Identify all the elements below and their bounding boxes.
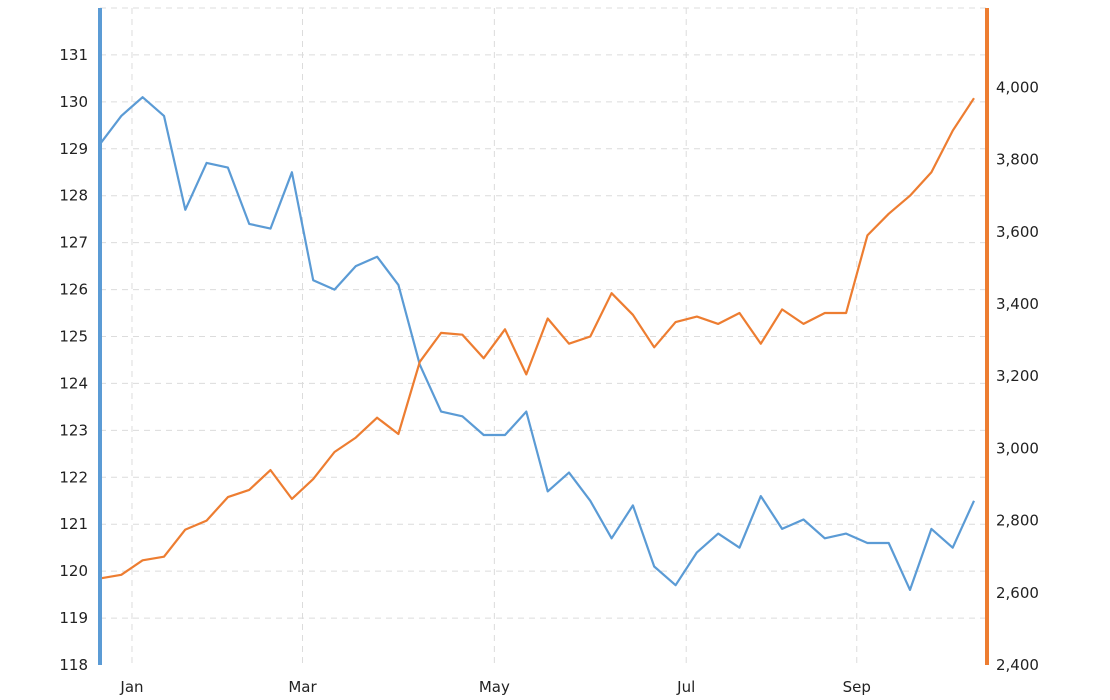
right-y-tick-label: 2,800 (996, 512, 1039, 530)
right-y-tick-label: 3,600 (996, 223, 1039, 241)
x-tick-label: Mar (288, 678, 317, 696)
right-y-tick-label: 3,000 (996, 439, 1039, 457)
left-y-tick-label: 128 (59, 187, 88, 205)
right-y-tick-label: 3,800 (996, 151, 1039, 169)
right-y-tick-label: 2,400 (996, 656, 1039, 674)
left-axis-ticks: 118 119 120 121 122 123 124 125 126 127 128 129 130 1… (59, 46, 88, 674)
left-y-tick-label: 120 (59, 562, 88, 580)
left-y-tick-label: 121 (59, 515, 88, 533)
left-y-tick-label: 126 (59, 281, 88, 299)
x-tick-label: Sep (843, 678, 871, 696)
series-lines (99, 96, 976, 592)
right-axis-series-line (99, 97, 975, 580)
x-tick-label: Jan (119, 678, 143, 696)
x-axis-ticks: Jan Mar May Jul Sep (119, 678, 870, 696)
x-tick-label: May (479, 678, 510, 696)
left-y-tick-label: 125 (59, 328, 88, 346)
left-axis-series-line (99, 96, 976, 592)
left-y-tick-label: 130 (59, 93, 88, 111)
right-y-tick-label: 3,400 (996, 295, 1039, 313)
left-y-tick-label: 131 (59, 46, 88, 64)
right-y-tick-label: 2,600 (996, 584, 1039, 602)
left-y-tick-label: 123 (59, 421, 88, 439)
x-tick-label: Jul (676, 678, 695, 696)
right-y-tick-label: 4,000 (996, 78, 1039, 96)
horizontal-gridlines (100, 7, 987, 619)
vertical-gridlines (131, 8, 858, 665)
left-y-tick-label: 124 (59, 374, 88, 392)
right-y-tick-label: 3,200 (996, 367, 1039, 385)
left-y-tick-label: 127 (59, 234, 88, 252)
right-axis-ticks: 2,400 2,600 2,800 3,000 3,200 3,400 3,600 3,800… (996, 78, 1039, 674)
left-y-tick-label: 122 (59, 468, 88, 486)
left-y-tick-label: 129 (59, 140, 88, 158)
left-y-tick-label: 118 (59, 656, 88, 674)
left-y-tick-label: 119 (59, 609, 88, 627)
